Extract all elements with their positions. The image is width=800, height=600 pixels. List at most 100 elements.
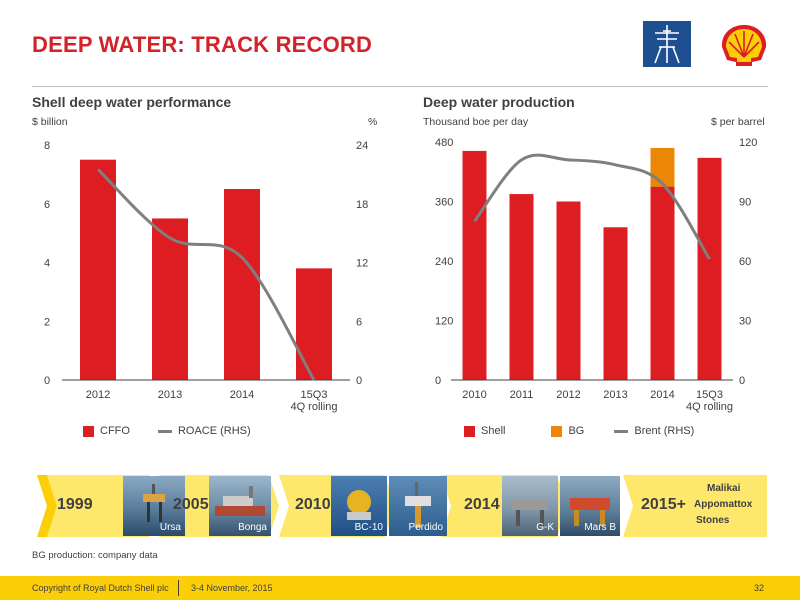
left-chart-bar-cffo (80, 159, 116, 380)
timeline-year-2015plus: 2015+ (641, 496, 686, 513)
platform-image (143, 484, 165, 522)
right-chart-x-tick-label: 2013 (603, 389, 627, 401)
shell-pecten-icon (721, 25, 767, 66)
timeline-photo-bonga: Bonga (209, 476, 271, 536)
fpso-image (215, 486, 265, 516)
footnote: BG production: company data (32, 550, 158, 561)
right-chart-x-tick-label: 2011 (510, 389, 534, 401)
legend-swatch-bg (551, 425, 563, 437)
subsea-image (347, 490, 371, 520)
right-chart-y-tick-label: 480 (435, 137, 453, 149)
footer-date: 3-4 November, 2015 (191, 583, 273, 593)
timeline-photo-gk: G-K (502, 476, 558, 536)
right-chart-y2-tick-label: 120 (739, 137, 757, 149)
left-chart-bar-cffo (296, 268, 332, 380)
left-chart-y-tick-label: 0 (44, 375, 50, 387)
timeline-year-1999: 1999 (57, 496, 93, 513)
right-chart-y-tick-label: 240 (435, 256, 453, 268)
left-chart-y-tick-label: 6 (44, 199, 50, 211)
tlp-image (570, 498, 610, 526)
left-chart-y2-tick-label: 12 (356, 258, 368, 270)
timeline-year-2014: 2014 (464, 496, 500, 513)
left-chart-y2-unit: % (368, 116, 378, 128)
future-project-stones: Stones (696, 515, 730, 526)
timeline-photo-ursa: Ursa (123, 476, 185, 536)
future-projects-list: Malikai Appomattox Stones (694, 481, 752, 529)
right-chart-y-unit: Thousand boe per day (423, 116, 529, 128)
right-chart-bar-shell (697, 157, 722, 380)
left-chart-x-tick-label: 2013 (158, 389, 182, 401)
legend-label-bg: BG (568, 425, 585, 437)
timeline-year-2010: 2010 (295, 496, 331, 513)
timeline-photo-bc10: BC-10 (331, 476, 387, 536)
right-chart-line-brent-rhs- (473, 153, 711, 260)
photo-label-bc10: BC-10 (354, 522, 383, 533)
right-chart-x-tick-label: 2010 (462, 389, 486, 401)
legend-item-cffo: CFFO (83, 425, 130, 437)
photo-label-perdido: Perdido (408, 522, 443, 533)
footer-divider (178, 580, 179, 596)
right-chart-y2-tick-label: 30 (739, 316, 751, 328)
right-chart-y2-unit: $ per barrel (711, 116, 765, 128)
right-chart-legend: Shell BG Brent (RHS) (464, 425, 722, 437)
left-chart-legend: CFFO ROACE (RHS) (83, 425, 279, 437)
left-chart-line-roace-rhs- (96, 168, 316, 381)
legend-item-shell: Shell (464, 425, 505, 437)
right-chart-y2-tick-label: 60 (739, 256, 751, 268)
right-chart-y2-tick-label: 90 (739, 197, 751, 209)
page-title: DEEP WATER: TRACK RECORD (32, 32, 373, 57)
tlp-image (512, 500, 548, 526)
left-chart-x-tick-label: 2012 (86, 389, 110, 401)
right-chart-y2-tick-label: 0 (739, 375, 745, 387)
right-chart-bar-shell (556, 201, 581, 380)
left-chart-x-tick-label: 2014 (230, 389, 254, 401)
right-chart-bar-shell (603, 227, 628, 380)
legend-swatch-shell (464, 425, 475, 437)
legend-swatch-roace (157, 429, 172, 433)
right-chart-bar-shell (650, 186, 675, 380)
left-chart-y2-tick-label: 6 (356, 316, 362, 328)
left-chart-y-tick-label: 4 (44, 258, 50, 270)
left-chart-x-tick-label: 15Q3 (301, 389, 328, 401)
project-timeline: 1999 Ursa 2005 Bonga 2010 BC-10 Perdido … (37, 475, 767, 537)
left-chart-bar-cffo (224, 189, 260, 380)
right-chart-x-tick-label: 2012 (556, 389, 580, 401)
footer-copyright: Copyright of Royal Dutch Shell plc (32, 583, 169, 593)
right-chart-bar-shell (509, 194, 534, 380)
oil-platform-icon (654, 25, 680, 64)
timeline-photo-perdido: Perdido (389, 476, 447, 536)
photo-label-bonga: Bonga (238, 522, 267, 533)
legend-item-roace: ROACE (RHS) (157, 425, 251, 437)
left-chart-bar-cffo (152, 218, 188, 380)
legend-swatch-brent (614, 429, 629, 433)
left-chart-y-tick-label: 2 (44, 316, 50, 328)
right-chart-y-tick-label: 360 (435, 197, 453, 209)
footer-page-number: 32 (754, 583, 765, 593)
legend-label-roace: ROACE (RHS) (177, 425, 251, 437)
photo-label-ursa: Ursa (159, 522, 181, 533)
right-chart-bar-shell (462, 150, 487, 380)
left-chart-y2-tick-label: 18 (356, 199, 368, 211)
right-chart-title: Deep water production (423, 94, 575, 110)
legend-swatch-cffo (83, 425, 94, 437)
title-divider (32, 86, 768, 87)
left-chart-y-unit: $ billion (32, 116, 68, 128)
timeline-year-2005: 2005 (173, 496, 209, 513)
legend-item-brent: Brent (RHS) (614, 425, 694, 437)
right-chart-x-tick-label: 15Q3 (696, 389, 723, 401)
future-project-malikai: Malikai (707, 483, 741, 494)
photo-label-gk: G-K (536, 522, 554, 533)
legend-label-cffo: CFFO (100, 425, 130, 437)
left-chart-y2-tick-label: 24 (356, 140, 368, 152)
footer-bar: Copyright of Royal Dutch Shell plc 3-4 N… (0, 576, 800, 600)
left-chart-y2-tick-label: 0 (356, 375, 362, 387)
company-logo (643, 21, 691, 67)
right-chart-y-tick-label: 0 (435, 375, 441, 387)
legend-label-shell: Shell (481, 425, 506, 437)
left-chart-y-tick-label: 8 (44, 140, 50, 152)
deep-water-production-chart: 0 120 240 360 480 0 30 60 90 120 2010 2011 2012 2013 2… (435, 137, 757, 413)
left-chart-x-tick-label: 4Q rolling (290, 401, 337, 413)
right-chart-x-tick-label: 2014 (650, 389, 674, 401)
shell-logo (718, 22, 770, 68)
